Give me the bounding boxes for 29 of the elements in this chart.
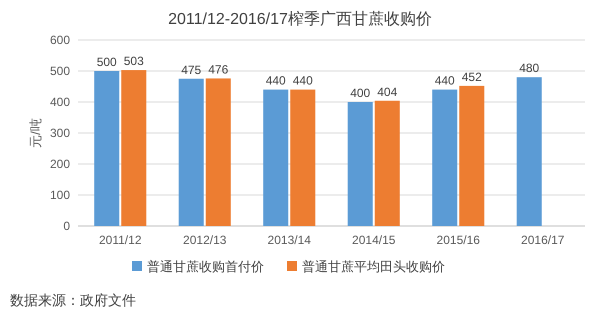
y-tick-label: 400 xyxy=(50,95,70,109)
data-label: 400 xyxy=(350,86,371,100)
y-tick-label: 300 xyxy=(50,126,70,140)
data-label: 440 xyxy=(434,74,456,88)
data-label: 440 xyxy=(292,74,314,88)
legend-label: 普通甘蔗平均田头收购价 xyxy=(302,259,445,274)
y-tick-label: 100 xyxy=(50,188,70,202)
data-label: 475 xyxy=(181,62,202,77)
data-label: 440 xyxy=(266,74,286,88)
data-label: 503 xyxy=(124,54,144,68)
data-label: 476 xyxy=(208,62,229,76)
y-tick-label: 600 xyxy=(50,33,70,47)
x-tick-label: 2015/16 xyxy=(436,233,480,247)
x-tick-label: 2014/15 xyxy=(352,233,396,247)
x-tick-label: 2011/12 xyxy=(99,233,142,247)
data-label: 404 xyxy=(377,84,398,99)
x-tick-label: 2016/17 xyxy=(521,233,565,247)
data-label: 500 xyxy=(96,55,118,69)
data-label: 480 xyxy=(519,61,540,76)
data-label: 452 xyxy=(462,70,482,84)
y-tick-label: 0 xyxy=(63,219,70,233)
x-tick-label: 2013/14 xyxy=(268,233,312,247)
y-tick-label: 500 xyxy=(50,64,70,78)
legend-label: 普通甘蔗收购首付价 xyxy=(147,259,264,274)
annotation: 数据来源：政府文件 xyxy=(10,292,136,308)
title: 2011/12-2016/17榨季广西甘蔗收购价 xyxy=(168,11,432,28)
ylabel: 元/吨 xyxy=(28,118,43,148)
x-tick-label: 2012/13 xyxy=(183,233,227,247)
y-tick-label: 200 xyxy=(50,157,70,171)
